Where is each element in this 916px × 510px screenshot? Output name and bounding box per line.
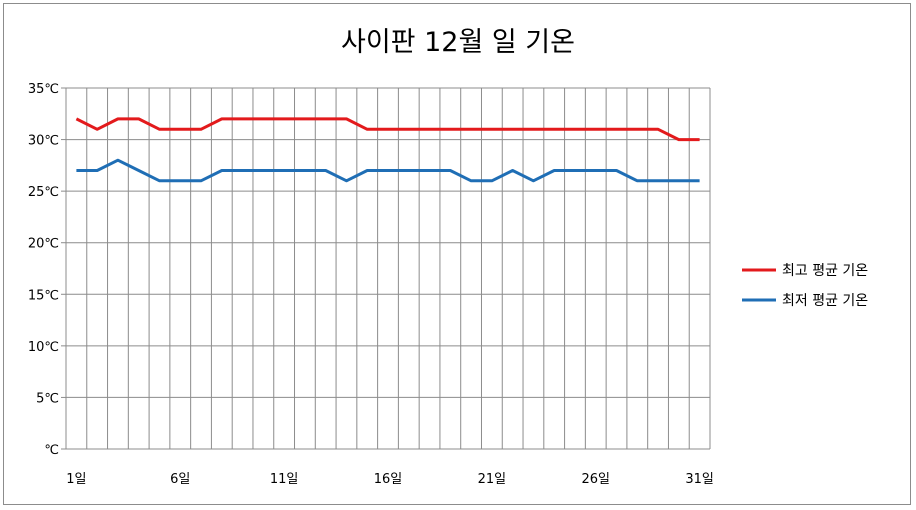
x-tick-label: 26일 [581, 472, 610, 487]
legend-label: 최고 평균 기온 [782, 263, 868, 279]
chart-title: 사이판 12월 일 기온 [341, 27, 575, 58]
series-line-min-temp [76, 158, 700, 183]
x-tick-label: 1일 [66, 472, 86, 487]
y-tick-label: 10℃ [28, 340, 59, 355]
x-tick-label: 16일 [374, 472, 403, 487]
y-tick-label: 30℃ [28, 134, 59, 149]
y-tick-label: ℃ [44, 443, 59, 458]
x-tick-label: 6일 [170, 472, 190, 487]
legend-label: 최저 평균 기온 [782, 293, 868, 309]
plot-area [66, 88, 710, 449]
y-tick-label: 35℃ [28, 82, 59, 97]
y-tick-label: 20℃ [28, 237, 59, 252]
y-tick-label: 5℃ [36, 391, 59, 406]
series-line-max-temp [75, 117, 700, 142]
x-tick-label: 11일 [270, 472, 299, 487]
y-tick-label: 15℃ [28, 288, 59, 303]
x-tick-label: 31일 [685, 472, 714, 487]
y-tick-label: 25℃ [28, 185, 59, 200]
x-tick-label: 21일 [478, 472, 507, 487]
